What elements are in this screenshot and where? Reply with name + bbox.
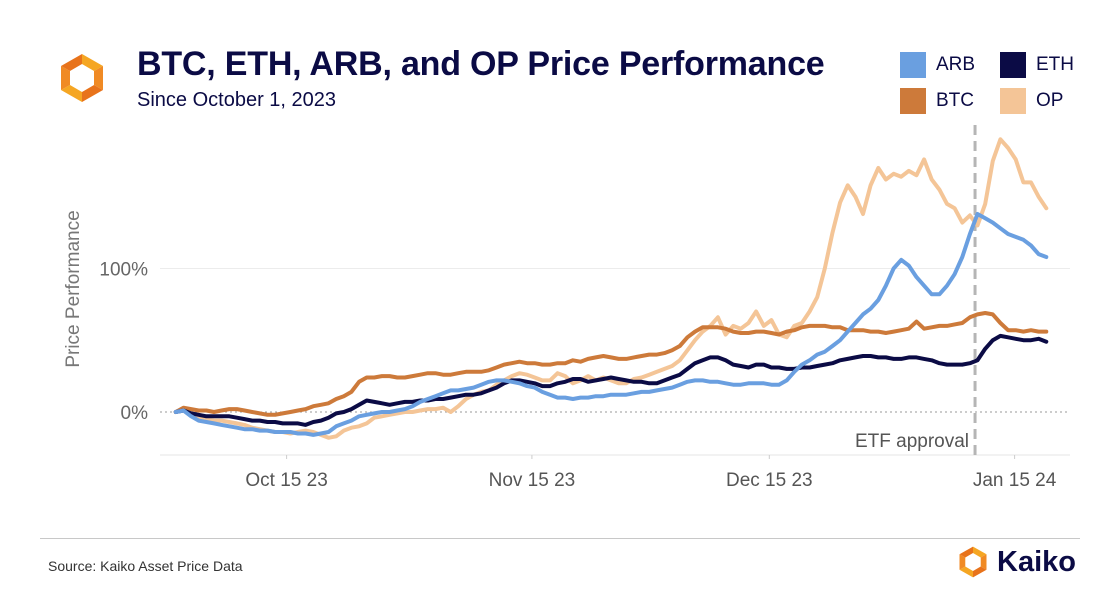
footer-divider <box>40 538 1080 539</box>
series-line-btc <box>173 311 1049 417</box>
series-line-arb <box>173 212 1049 437</box>
x-tick-label: Jan 15 24 <box>973 470 1057 491</box>
chart-subtitle: Since October 1, 2023 <box>137 89 337 111</box>
legend-label-btc: BTC <box>936 90 974 111</box>
chart-title: BTC, ETH, ARB, and OP Price Performance <box>137 45 825 83</box>
kaiko-logo <box>61 54 103 102</box>
legend-swatch-op <box>1000 88 1026 114</box>
legend-label-op: OP <box>1036 90 1064 111</box>
y-tick-label: 100% <box>99 259 148 280</box>
y-axis-ticks: 0% 100% <box>99 259 148 423</box>
kaiko-brand-icon <box>959 546 987 578</box>
x-tick-label: Dec 15 23 <box>726 470 813 491</box>
brand-name: Kaiko <box>997 545 1076 578</box>
y-axis-label: Price Performance <box>63 210 84 367</box>
legend-item-eth: ETH <box>1000 52 1074 78</box>
legend-item-op: OP <box>1000 88 1063 114</box>
brand-logo: Kaiko <box>955 544 1076 580</box>
source-note: Source: Kaiko Asset Price Data <box>48 558 243 574</box>
x-tick-label: Nov 15 23 <box>489 470 576 491</box>
grid-lines <box>160 267 1070 456</box>
x-tick-label: Oct 15 23 <box>245 470 327 491</box>
legend-swatch-arb <box>900 52 926 78</box>
x-axis-ticks: Oct 15 23 Nov 15 23 Dec 15 23 Jan 15 24 <box>245 455 1057 491</box>
series-lines <box>173 137 1049 440</box>
legend-swatch-btc <box>900 88 926 114</box>
legend-label-eth: ETH <box>1036 54 1074 75</box>
y-tick-label: 0% <box>121 403 149 424</box>
legend-item-arb: ARB <box>900 52 975 78</box>
legend-label-arb: ARB <box>936 54 976 75</box>
series-line-eth <box>173 333 1049 427</box>
etf-annotation: ETF approval <box>855 125 977 455</box>
chart-legend: ARB ETH BTC OP <box>900 52 1100 116</box>
legend-swatch-eth <box>1000 52 1026 78</box>
etf-approval-label: ETF approval <box>855 431 969 452</box>
legend-item-btc: BTC <box>900 88 974 114</box>
